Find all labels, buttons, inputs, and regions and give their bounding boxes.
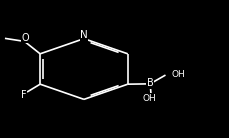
Text: OH: OH <box>142 94 156 103</box>
Text: OH: OH <box>171 70 185 79</box>
Text: B: B <box>146 79 153 88</box>
Text: F: F <box>21 90 27 100</box>
Text: O: O <box>21 33 29 43</box>
Text: N: N <box>80 30 87 40</box>
